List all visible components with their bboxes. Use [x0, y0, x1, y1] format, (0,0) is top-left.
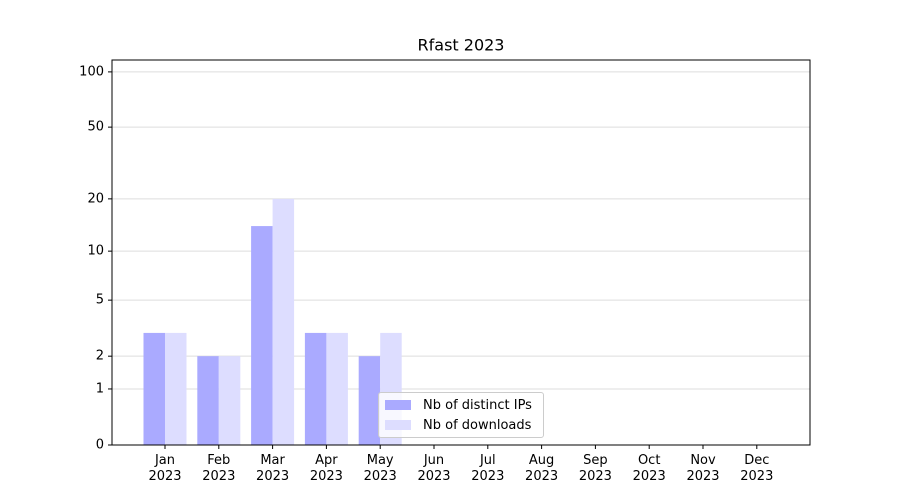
x-tick-label: May 2023: [363, 453, 397, 484]
x-tick-label: Jun 2023: [417, 453, 451, 484]
legend: Nb of distinct IPs Nb of downloads: [378, 392, 544, 438]
legend-label: Nb of distinct IPs: [423, 397, 532, 413]
bar: [358, 356, 381, 445]
x-tick-label: Jul 2023: [471, 453, 505, 484]
legend-swatch: [385, 420, 411, 430]
y-tick-label: 2: [96, 349, 104, 364]
x-tick-label: Oct 2023: [632, 453, 666, 484]
bar: [251, 226, 273, 445]
x-tick-label: Nov 2023: [686, 453, 720, 484]
legend-item: Nb of distinct IPs: [385, 395, 532, 415]
y-tick-label: 10: [87, 244, 104, 259]
plot-frame: [111, 59, 811, 446]
x-tick-label: Aug 2023: [525, 453, 559, 484]
x-tick-label: Apr 2023: [309, 453, 343, 484]
bar: [197, 356, 219, 445]
y-tick-label: 20: [87, 191, 104, 206]
bar: [326, 332, 348, 445]
bar: [165, 332, 187, 445]
chart-title: Rfast 2023: [418, 36, 505, 55]
legend-item: Nb of downloads: [385, 415, 531, 435]
legend-label: Nb of downloads: [423, 417, 532, 433]
x-tick-label: Mar 2023: [256, 453, 290, 484]
x-tick-label: Dec 2023: [740, 453, 774, 484]
bar: [143, 332, 165, 445]
y-tick-label: 1: [96, 381, 104, 396]
y-tick-label: 50: [87, 120, 104, 135]
y-tick-label: 0: [96, 438, 104, 453]
x-tick-label: Feb 2023: [202, 453, 236, 484]
bar: [304, 332, 327, 445]
x-tick-label: Sep 2023: [578, 453, 612, 484]
y-tick-label: 5: [96, 293, 104, 308]
x-tick-label: Jan 2023: [148, 453, 182, 484]
bar: [218, 356, 241, 445]
bar: [272, 198, 295, 445]
y-tick-label: 100: [79, 64, 104, 79]
legend-swatch: [385, 400, 411, 410]
